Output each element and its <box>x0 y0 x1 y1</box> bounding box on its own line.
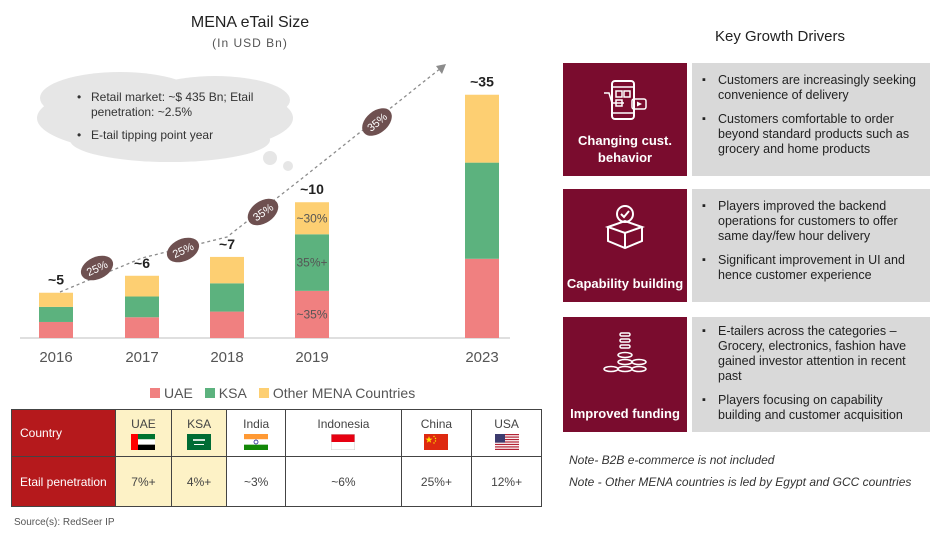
driver-point: Customers comfortable to order beyond st… <box>702 112 922 157</box>
table-cell-country: USA <box>471 409 542 457</box>
segment-label: 35%+ <box>296 256 327 270</box>
etail-size-chart: 2016 ~5 2017 ~6 2018 ~7 2019 ~10 2023 ~35 ~35% 35%+… <box>20 63 510 366</box>
bar-other-mena-countries-2018 <box>210 256 244 284</box>
total-label: ~5 <box>48 272 64 288</box>
total-label: ~10 <box>300 181 324 197</box>
x-tick-label: 2019 <box>295 349 328 366</box>
bar-other-mena-countries-2017 <box>125 275 159 297</box>
x-tick-label: 2017 <box>125 349 158 366</box>
coin-stack-icon <box>603 332 647 373</box>
driver-box-funding: Improved funding <box>563 317 687 432</box>
legend-item-other: Other MENA Countries <box>258 385 415 401</box>
uae-flag-icon <box>131 433 156 450</box>
callout-item: E-tail tipping point year <box>75 128 275 143</box>
etail-penetration-table: Country UAE KSA India Indonesia China US… <box>11 409 542 507</box>
table-cell-value: 7%+ <box>115 456 172 507</box>
legend-item-ksa: KSA <box>204 385 247 401</box>
table-header-penetration: Etail penetration <box>11 456 116 507</box>
table-cell-value: ~6% <box>285 456 402 507</box>
total-label: ~35 <box>470 74 494 90</box>
bar-ksa-2018 <box>210 283 244 312</box>
total-label: ~6 <box>134 255 150 271</box>
arrowhead-icon <box>436 64 446 74</box>
driver-label: Improved funding <box>570 406 680 421</box>
growth-badge: 25% <box>80 255 114 281</box>
table-cell-value: 25%+ <box>400 456 473 507</box>
table-cell-country: Indonesia <box>285 409 402 457</box>
callout-item: Retail market: ~$ 435 Bn; Etail penetrat… <box>75 90 275 120</box>
note-b2b: Note- B2B e-commerce is not included <box>569 453 775 467</box>
driver-point: Players focusing on capability building … <box>702 393 922 423</box>
india-flag-icon <box>244 433 269 450</box>
table-cell-country: India <box>226 409 287 457</box>
bar-uae-2016 <box>39 321 73 338</box>
chart-title: MENA eTail Size <box>190 14 310 31</box>
bar-other-mena-countries-2016 <box>39 292 73 307</box>
table-cell-country: UAE <box>115 409 172 457</box>
x-tick-label: 2018 <box>210 349 243 366</box>
growth-badge: 35% <box>247 198 279 226</box>
source-note: Source(s): RedSeer IP <box>14 517 115 528</box>
segment-label: ~30% <box>296 211 327 225</box>
ksa-flag-icon <box>187 433 212 450</box>
table-cell-country: China <box>400 409 473 457</box>
bar-ksa-2017 <box>125 296 159 318</box>
chart-subtitle: (In USD Bn) <box>212 36 288 50</box>
bar-uae-2017 <box>125 317 159 338</box>
bar-ksa-2016 <box>39 306 73 322</box>
table-cell-value: ~3% <box>226 456 287 507</box>
driver-point: Customers are increasingly seeking conve… <box>702 73 922 103</box>
driver-box-capability: Capability building <box>563 189 687 302</box>
bar-other-mena-countries-2023 <box>465 94 499 163</box>
bar-uae-2019 <box>295 290 329 338</box>
legend-item-uae: UAE <box>150 385 193 401</box>
china-flag-icon <box>424 433 449 450</box>
total-label: ~7 <box>219 236 235 252</box>
bar-uae-2023 <box>465 258 499 338</box>
indonesia-flag-icon <box>331 433 356 450</box>
driver-box-behavior: Changing cust. behavior <box>563 63 687 176</box>
bar-ksa-2019 <box>295 234 329 291</box>
segment-label: ~35% <box>296 307 327 321</box>
package-check-icon <box>604 205 646 250</box>
table-cell-value: 4%+ <box>170 456 228 507</box>
table-cell-value: 12%+ <box>471 456 542 507</box>
bar-ksa-2023 <box>465 162 499 259</box>
growth-badge: 25% <box>166 237 200 263</box>
driver-label: Changing cust. behavior <box>578 133 672 165</box>
driver-desc-behavior: Customers are increasingly seeking conve… <box>692 63 930 176</box>
note-mena: Note - Other MENA countries is led by Eg… <box>569 475 912 489</box>
table-header-country: Country <box>11 409 116 457</box>
growth-badge: 35% <box>362 108 392 136</box>
driver-point: Players improved the backend operations … <box>702 199 922 244</box>
x-tick-label: 2023 <box>465 349 498 366</box>
x-tick-label: 2016 <box>39 349 72 366</box>
bar-other-mena-countries-2019 <box>295 202 329 235</box>
drivers-title: Key Growth Drivers <box>714 28 846 45</box>
growth-trend-line <box>59 63 447 293</box>
mobile-shopping-icon <box>604 80 647 120</box>
usa-flag-icon <box>494 433 519 450</box>
driver-point: Significant improvement in UI and hence … <box>702 253 922 283</box>
driver-desc-capability: Players improved the backend operations … <box>692 189 930 302</box>
table-cell-country: KSA <box>170 409 228 457</box>
driver-desc-funding: E-tailers across the categories – Grocer… <box>692 317 930 432</box>
driver-point: E-tailers across the categories – Grocer… <box>702 324 922 384</box>
callout-text: Retail market: ~$ 435 Bn; Etail penetrat… <box>75 90 275 143</box>
bar-uae-2018 <box>210 311 244 338</box>
driver-label: Capability building <box>566 276 684 291</box>
chart-legend: UAE KSA Other MENA Countries <box>150 385 415 401</box>
